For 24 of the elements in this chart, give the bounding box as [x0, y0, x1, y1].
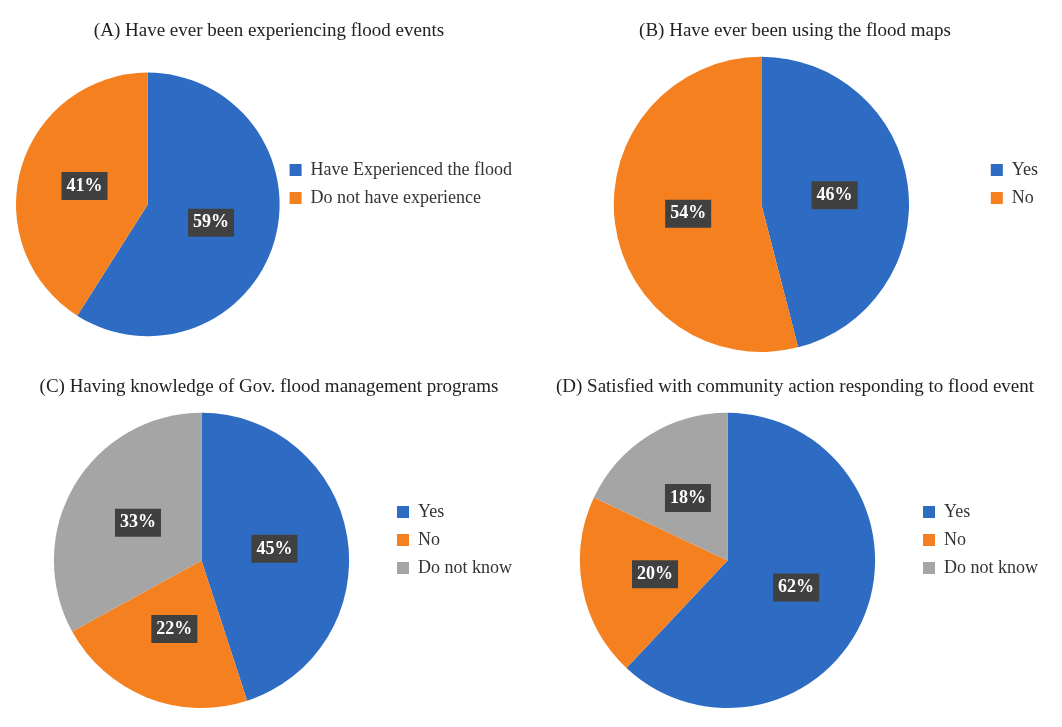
legend-label: Do not know [418, 556, 512, 577]
data-label: 20% [637, 562, 674, 583]
legend-label: Yes [418, 500, 445, 521]
data-label: 18% [669, 486, 706, 507]
chart-title: (D) Satisfied with community action responding to flood event [555, 375, 1035, 398]
data-label: 62% [778, 576, 815, 597]
data-label: 22% [156, 617, 193, 638]
legend-label: Yes [944, 500, 971, 521]
legend-label: Yes [1011, 158, 1039, 179]
data-label: 54% [670, 202, 707, 223]
chart-title: (A) Have ever been experiencing flood events [93, 19, 445, 42]
data-label: 59% [193, 211, 230, 232]
legend-label: No [944, 528, 966, 549]
chart-title: (B) Have ever been using the flood maps [639, 19, 951, 42]
data-label: 46% [816, 183, 853, 204]
legend-label: Have Experienced the flood [310, 158, 513, 179]
legend-label: No [418, 528, 440, 549]
legend-label: Do not have experience [310, 186, 482, 207]
chart-title: (C) Having knowledge of Gov. flood management programs [39, 375, 499, 398]
legend-label: No [1011, 186, 1034, 207]
data-label: 45% [256, 537, 293, 558]
data-label: 33% [119, 511, 156, 532]
data-label: 41% [66, 174, 103, 195]
legend-label: Do not know [944, 556, 1038, 577]
